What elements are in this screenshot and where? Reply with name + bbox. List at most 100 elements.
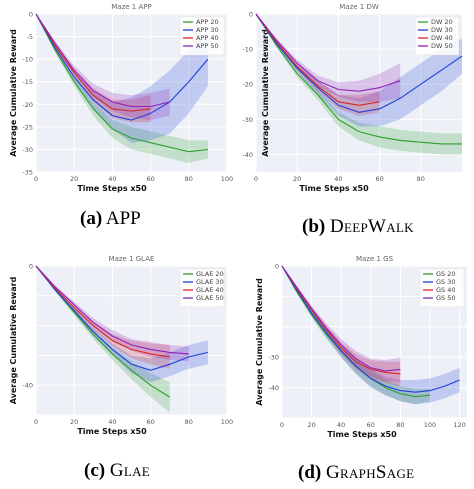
series-line xyxy=(35,265,170,358)
series-line xyxy=(281,265,401,372)
series-band xyxy=(36,266,170,412)
y-tick-label: -40 xyxy=(242,151,253,159)
chart-deepwalk: 0 20 40 60 80 0 -10 -20 -30 -40 Maze 1 DW Time Step… xyxy=(242,3,463,193)
x-tick-label: 40 xyxy=(337,421,345,429)
x-tick-label: 20 xyxy=(70,175,78,183)
legend-box xyxy=(419,268,465,308)
x-tick-label: 100 xyxy=(221,418,233,426)
series-band xyxy=(36,14,208,143)
caption-label: (b) xyxy=(302,216,326,237)
y-axis-label: Average Cumulative Reward xyxy=(9,276,18,404)
legend-entry: GLAE 30 xyxy=(196,278,224,286)
legend-entry: GLAE 20 xyxy=(196,270,224,278)
x-tick-label: 80 xyxy=(185,418,193,426)
legend-entry: APP 20 xyxy=(196,18,219,26)
legend-entry: APP 40 xyxy=(196,34,219,42)
y-tick-label: -20 xyxy=(242,81,253,89)
x-tick-label: 60 xyxy=(375,175,383,183)
x-tick-label: 20 xyxy=(70,418,78,426)
chart-title: Maze 1 DW xyxy=(339,3,379,11)
x-axis-label: Time Steps x50 xyxy=(77,184,147,193)
legend-entry: GS 20 xyxy=(436,270,456,278)
series-band xyxy=(36,266,170,369)
legend-entry: GLAE 50 xyxy=(196,294,224,302)
legend-entry: DW 20 xyxy=(431,18,453,26)
series-line xyxy=(281,265,460,393)
chart-graphsage: 0 20 40 60 80 100 120 0 -30 -40 Maze 1 GS Time Step… xyxy=(255,255,467,439)
legend-entry: DW 40 xyxy=(431,34,453,42)
y-tick-label: 0 xyxy=(249,11,253,19)
chart-app: 0 20 40 60 80 100 0 -5 -10 -15 -20 -25 -30 -35 Maze 1 … xyxy=(9,3,233,193)
legend-box xyxy=(179,268,225,308)
series-band xyxy=(256,14,401,102)
legend-entry: DW 50 xyxy=(431,42,453,50)
y-tick-label: 0 xyxy=(29,11,33,19)
x-tick-label: 100 xyxy=(424,421,436,429)
x-tick-label: 100 xyxy=(221,175,233,183)
y-tick-label: 0 xyxy=(29,263,33,271)
series-line xyxy=(255,13,463,113)
x-axis-label: Time Steps x50 xyxy=(77,427,147,436)
y-tick-label: -30 xyxy=(268,354,279,362)
series-line xyxy=(255,13,380,106)
series-line xyxy=(255,13,462,145)
chart-glae: 0 20 40 60 80 100 0 -40 Maze 1 GLAE Time Steps x5… xyxy=(9,255,233,436)
x-tick-label: 20 xyxy=(293,175,301,183)
x-tick-label: 80 xyxy=(417,175,425,183)
chart-panel-glae: 0 20 40 60 80 100 0 -40 Maze 1 GLAE Time Steps x5… xyxy=(0,250,237,450)
y-axis-label: Average Cumulative Reward xyxy=(255,278,264,406)
x-tick-label: 80 xyxy=(396,421,404,429)
legend-box xyxy=(414,16,460,56)
y-tick-label: -20 xyxy=(22,101,33,109)
x-tick-label: 40 xyxy=(334,175,342,183)
x-tick-label: 60 xyxy=(146,418,154,426)
x-tick-label: 0 xyxy=(254,175,258,183)
x-tick-label: 60 xyxy=(146,175,154,183)
series-line xyxy=(35,13,170,108)
caption-graphsage: (d) GraphSage xyxy=(298,462,414,484)
series-band xyxy=(282,266,401,387)
y-tick-label: -5 xyxy=(27,33,33,41)
x-tick-label: 0 xyxy=(34,175,38,183)
y-tick-label: -30 xyxy=(242,116,253,124)
y-tick-label: -35 xyxy=(22,169,33,177)
caption-name: APP xyxy=(105,208,141,229)
caption-name: Glae xyxy=(109,460,151,481)
caption-deepwalk: (b) DeepWalk xyxy=(302,216,414,238)
series-band xyxy=(36,266,189,362)
x-tick-label: 20 xyxy=(307,421,315,429)
caption-label: (c) xyxy=(84,460,106,481)
caption-name: DeepWalk xyxy=(329,216,414,237)
x-tick-label: 0 xyxy=(34,418,38,426)
legend-entry: DW 30 xyxy=(431,26,453,34)
series-line xyxy=(35,265,189,355)
y-tick-label: -30 xyxy=(22,146,33,154)
x-tick-label: 40 xyxy=(108,418,116,426)
x-tick-label: 0 xyxy=(280,421,284,429)
x-tick-label: 120 xyxy=(453,421,465,429)
series-line xyxy=(35,13,208,153)
y-tick-label: 0 xyxy=(275,263,279,271)
legend-box xyxy=(179,16,225,56)
chart-panel-graphsage: 0 20 40 60 80 100 120 0 -30 -40 Maze 1 GS Time Step… xyxy=(237,250,474,450)
series-band xyxy=(282,266,430,405)
y-tick-label: -15 xyxy=(22,78,33,86)
legend-entry: APP 30 xyxy=(196,26,219,34)
series-line xyxy=(35,13,209,121)
x-tick-label: 40 xyxy=(108,175,116,183)
series-band xyxy=(36,266,208,383)
chart-title: Maze 1 APP xyxy=(111,3,151,11)
legend-entry: GS 30 xyxy=(436,278,456,286)
chart-title: Maze 1 GLAE xyxy=(109,255,155,263)
series-line xyxy=(35,13,151,112)
caption-label: (a) xyxy=(80,208,103,229)
series-line xyxy=(281,265,401,375)
legend-entry: APP 50 xyxy=(196,42,219,50)
y-tick-label: -25 xyxy=(22,123,33,131)
x-axis-label: Time Steps x50 xyxy=(299,184,369,193)
x-axis-label: Time Steps x50 xyxy=(327,430,397,439)
series-band xyxy=(256,14,462,127)
caption-app: (a) APP xyxy=(80,208,141,230)
series-line xyxy=(35,265,209,371)
x-tick-label: 60 xyxy=(367,421,375,429)
